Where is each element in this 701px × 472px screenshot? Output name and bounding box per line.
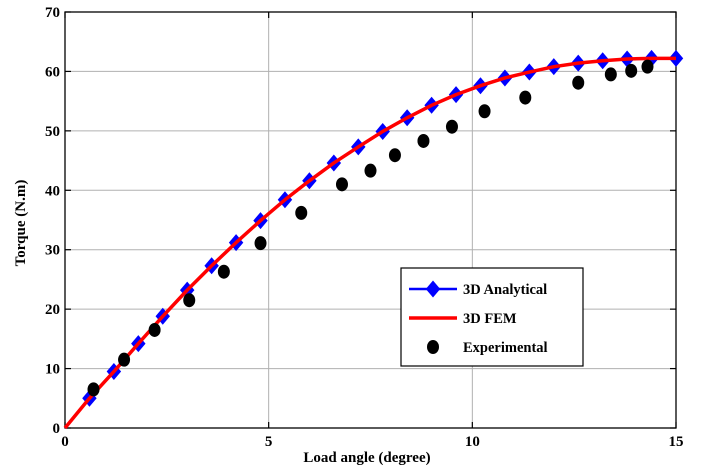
legend-entry: Experimental — [427, 340, 548, 356]
tick-labels: 0 5 10 15 0 10 20 30 40 50 60 70 — [45, 5, 684, 450]
x-tick-label: 15 — [669, 434, 684, 450]
data-point-circle — [388, 148, 401, 163]
y-tick-label: 0 — [53, 421, 61, 437]
grid-lines — [65, 12, 676, 428]
axes — [64, 11, 677, 429]
legend-swatch-diamond — [425, 280, 441, 298]
data-point-circle — [364, 163, 377, 178]
data-point-circle — [118, 352, 131, 367]
data-point-circle — [295, 205, 308, 220]
data-point-circle — [572, 75, 585, 90]
x-tick-label: 5 — [265, 434, 273, 450]
series-layer — [63, 49, 684, 430]
y-tick-label: 30 — [45, 243, 60, 259]
legend-label: 3D FEM — [463, 311, 517, 327]
y-tick-label: 40 — [45, 183, 60, 199]
data-point-circle — [217, 264, 230, 279]
data-point-circle — [604, 67, 617, 82]
data-point-circle — [625, 63, 638, 78]
x-tick-label: 0 — [61, 434, 69, 450]
y-tick-label: 60 — [45, 64, 60, 80]
series-3d-analytical — [64, 49, 684, 429]
plot-frame — [64, 11, 677, 429]
series-3d-fem — [63, 56, 676, 430]
data-point-circle — [417, 133, 430, 148]
y-tick-label: 50 — [45, 124, 60, 140]
x-axis-label: Load angle (degree) — [303, 450, 430, 466]
x-tick-label: 10 — [465, 434, 480, 450]
data-point-circle — [183, 293, 196, 308]
data-point-circle — [478, 104, 491, 119]
data-point-circle — [335, 177, 348, 192]
legend-label: Experimental — [463, 340, 548, 356]
y-tick-label: 20 — [45, 302, 60, 318]
data-point-circle — [148, 322, 161, 337]
legend: 3D Analytical 3D FEM Experimental — [400, 267, 584, 367]
legend-entry: 3D FEM — [409, 311, 517, 327]
legend-label: 3D Analytical — [463, 282, 547, 298]
data-point-circle — [445, 119, 458, 134]
y-tick-label: 70 — [45, 5, 60, 21]
legend-swatch-circle — [427, 340, 439, 354]
legend-entry: 3D Analytical — [409, 280, 547, 298]
data-point-circle — [641, 59, 654, 74]
y-axis-label: Torque (N.m) — [13, 180, 29, 267]
series-line — [63, 56, 676, 430]
data-point-circle — [87, 382, 100, 397]
series-line — [64, 57, 676, 429]
data-point-circle — [519, 90, 532, 105]
y-tick-label: 10 — [45, 362, 60, 378]
data-point-circle — [254, 236, 267, 251]
series-experimental — [87, 59, 654, 397]
